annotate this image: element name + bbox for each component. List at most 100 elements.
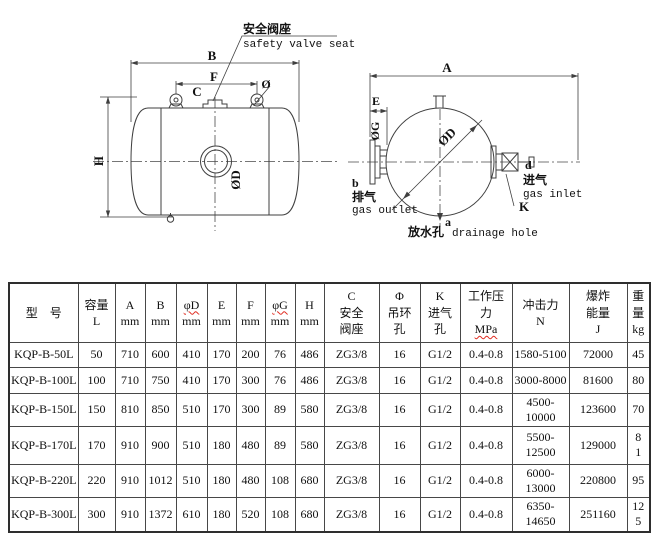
table-cell: 16 [378,341,421,368]
lifting-lug-left [168,93,184,109]
dim-label-phiD: ØD [435,125,459,149]
gas-outlet-label: b 排气 gas outlet [352,176,418,217]
header-line: J [595,321,601,336]
table-cell: 6000-13000 [511,463,570,498]
table-cell: 0.4-0.8 [459,341,513,368]
col-header-12: 工作压力 MPa [459,282,513,343]
table-cell: 1012 [144,463,177,498]
drainage-label: a 放水孔 drainage hole [407,215,538,240]
header-line: mm [151,313,170,328]
table-cell: G1/2 [419,496,461,533]
header-line: H [305,297,314,312]
table-cell: 480 [235,425,266,465]
header-line: 能量 [585,305,610,320]
header-line: 重 [632,289,645,304]
lug-diameter-leader: Ø [253,77,271,106]
table-cell: 680 [294,463,325,498]
table-cell: 0.4-0.8 [459,366,513,394]
table-cell: 300 [77,496,116,533]
table-cell: 410 [175,366,208,394]
dim-label-E: E [372,94,380,108]
col-header-14: 爆炸 能量 J [568,282,628,343]
table-cell: 81600 [568,366,628,394]
table-row: KQP-B-170L 170 910 900 510 180 480 89 580 ZG3/8 16… [8,425,651,465]
dimension-H: H [91,96,173,218]
table-cell: 16 [378,463,421,498]
table-cell: 12 5 [626,496,651,533]
header-line: 工作压 [467,289,504,304]
table-cell: 170 [77,425,116,465]
table-cell: 600 [144,341,177,368]
table-cell: 5500-12500 [511,425,570,465]
header-line: 进气 [427,305,452,320]
table-row: KQP-B-300L 300 910 1372 610 180 520 108 680 ZG3/8… [8,496,651,533]
drain-plug [166,213,175,223]
table-cell: 108 [264,463,296,498]
table-cell: 3000-8000 [511,366,570,394]
table-cell: ZG3/8 [323,425,380,465]
header-line: 冲击力 [522,297,559,312]
dim-label-phi: Ø [261,77,270,91]
table-cell: 170 [206,341,237,368]
drain-arrow [437,213,443,221]
col-header-11: K 进气孔 [419,282,461,343]
table-cell: KQP-B-50L [8,341,79,368]
dim-label-F: F [210,69,218,84]
header-line: 量 [632,305,645,320]
table-cell: G1/2 [419,392,461,427]
safety-valve-seat [202,99,228,108]
drain-en: drainage hole [452,228,538,240]
col-header-15: 重量 kg [626,282,651,343]
dim-label-K: K [519,199,530,214]
valve-stem [433,95,446,108]
table-cell: 520 [235,496,266,533]
dim-label-C: C [192,84,201,99]
header-line: L [92,313,101,328]
header-line: 孔 [393,321,406,336]
table-cell: 4500-10000 [511,392,570,427]
col-header-4: φD mm [175,282,208,343]
manhole-outer [200,145,232,178]
K-leader: K [505,173,530,214]
table-cell: ZG3/8 [323,496,380,533]
table-cell: 300 [235,366,266,394]
table-cell: 76 [264,341,296,368]
dim-label-phiG: ØG [368,122,382,141]
dim-label-H: H [91,156,106,166]
drain-zh: 放水孔 [407,224,444,239]
header-line: mm [241,313,260,328]
table-cell: KQP-B-170L [8,425,79,465]
dimension-A: A [369,60,579,160]
header-line: mm [182,313,201,328]
gas-inlet-label: d 进气 gas inlet [523,158,582,201]
table-cell: 910 [114,425,146,465]
table-cell: ZG3/8 [323,366,380,394]
col-header-1: 容量 L [77,282,116,343]
header-line: φG [272,297,288,312]
table-cell: 16 [378,392,421,427]
table-cell: 70 [626,392,651,427]
header-line: φD [183,297,200,312]
dim-label-phiD: ØD [228,170,243,190]
table-cell: 0.4-0.8 [459,496,513,533]
table-cell: KQP-B-220L [8,463,79,498]
table-cell: 220800 [568,463,628,498]
table-cell: 89 [264,425,296,465]
header-line: mm [212,313,231,328]
header-line: kg [632,321,645,336]
table-cell: 180 [206,496,237,533]
col-header-13: 冲击力 N [511,282,570,343]
header-line: F [247,297,254,312]
header-line: K [435,289,445,304]
table-cell: 1580-5100 [511,341,570,368]
table-cell: 0.4-0.8 [459,463,513,498]
table-row: KQP-B-100L 100 710 750 410 170 300 76 486 ZG3/8 16… [8,366,651,394]
table-cell: 150 [77,392,116,427]
col-header-0: 型 号 [8,282,79,343]
table-cell: 180 [206,425,237,465]
table-cell: 810 [114,392,146,427]
table-cell: G1/2 [419,341,461,368]
table-cell: 6350-14650 [511,496,570,533]
table-row: KQP-B-50L 50 710 600 410 170 200 76 486 ZG3/8 16 G1… [8,341,651,368]
